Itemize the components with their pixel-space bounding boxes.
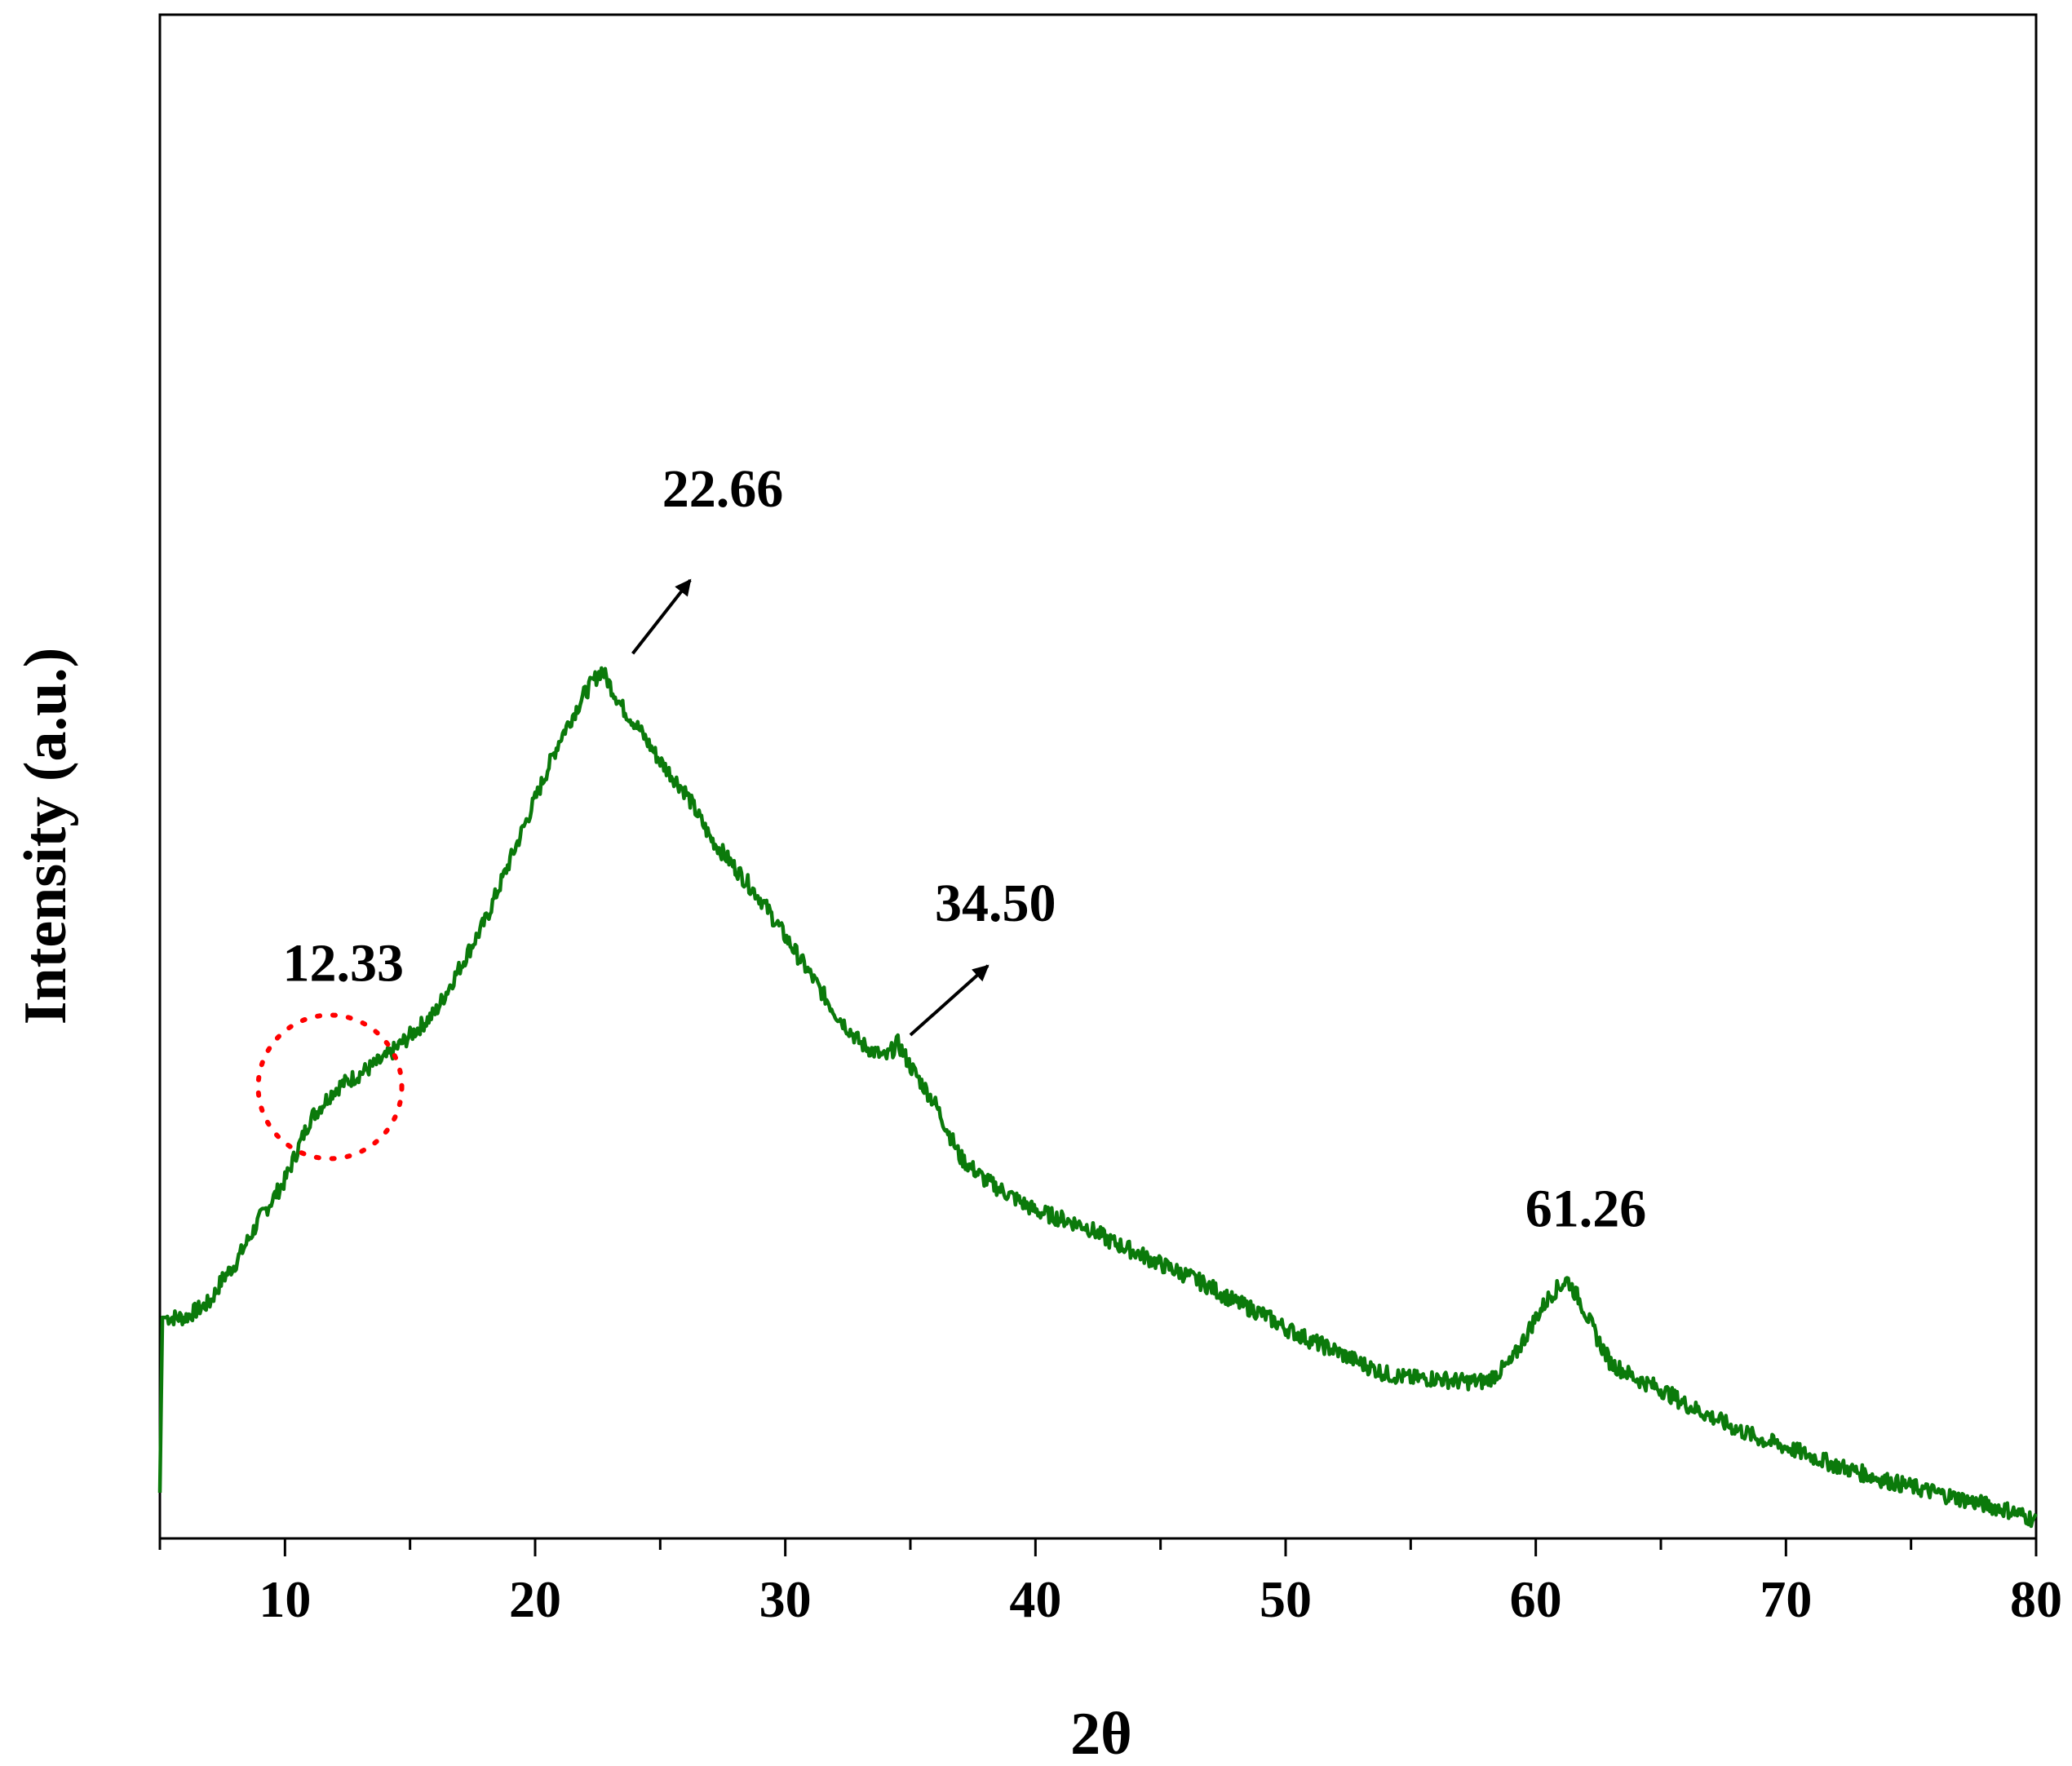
x-tick-label: 50 (1260, 1570, 1312, 1628)
y-axis-title: Intensity (a.u.) (12, 648, 79, 1025)
plot-frame (158, 13, 2038, 1540)
peak-arrow (909, 964, 990, 1037)
x-tick-label: 60 (1510, 1570, 1562, 1628)
x-ticks (158, 1538, 2038, 1556)
x-tick-labels: 10 20 30 40 50 60 70 80 (259, 1570, 2062, 1628)
peak-label: 12.33 (283, 933, 405, 993)
peak-highlight-circle (255, 1012, 405, 1162)
x-tick-label: 80 (2010, 1570, 2062, 1628)
peak-arrow (631, 578, 692, 655)
x-axis-title: 2θ (1070, 1701, 1132, 1766)
peak-label: 34.50 (935, 874, 1056, 933)
series-line (157, 666, 2038, 1529)
peak-annotations: 12.33 22.66 34.50 61.26 (283, 459, 1647, 1238)
x-tick-label: 20 (509, 1570, 561, 1628)
x-tick-label: 70 (1760, 1570, 1812, 1628)
x-tick-label: 10 (259, 1570, 311, 1628)
x-tick-label: 30 (759, 1570, 812, 1628)
peak-label: 61.26 (1525, 1179, 1647, 1238)
x-tick-label: 40 (1009, 1570, 1061, 1628)
peak-label: 22.66 (662, 459, 784, 519)
